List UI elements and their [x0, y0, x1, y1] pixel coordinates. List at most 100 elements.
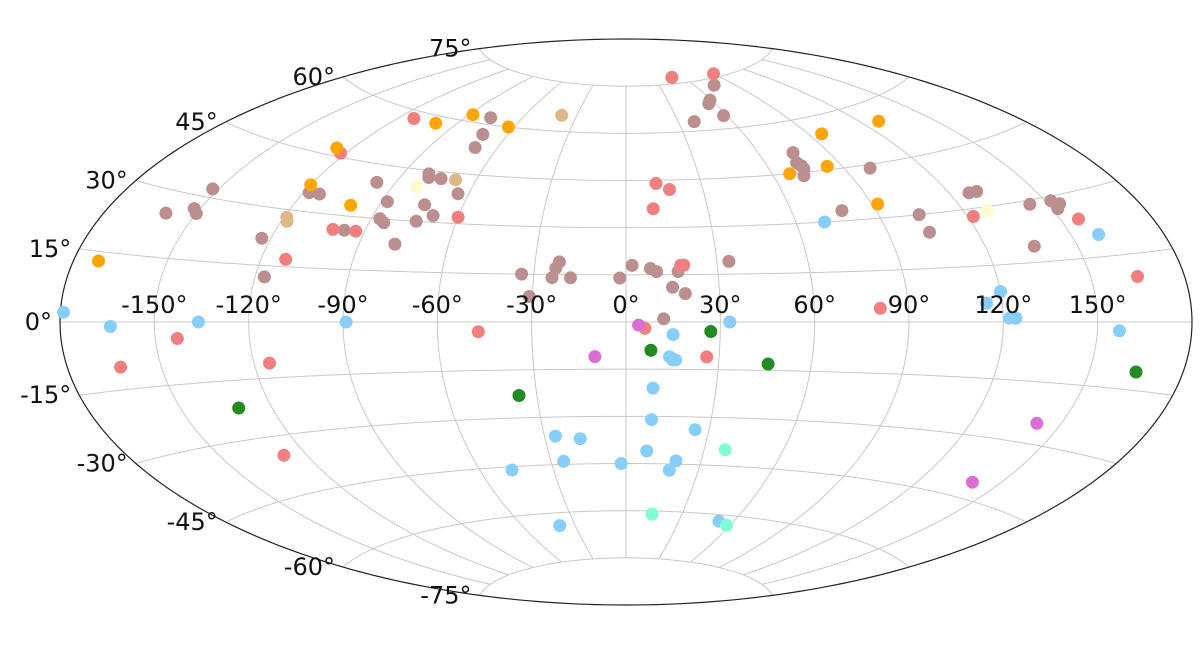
data-point-light-sky-blue — [191, 315, 205, 329]
longitude-tick-label: 150° — [1069, 291, 1127, 319]
data-point-rosy-brown — [159, 206, 173, 220]
longitude-gridline — [718, 76, 910, 568]
longitude-tick-label: -90° — [317, 291, 368, 319]
data-point-orange — [304, 178, 318, 192]
data-point-light-sky-blue — [614, 457, 628, 470]
data-point-orange — [815, 127, 829, 141]
data-point-forest-green — [761, 357, 775, 371]
data-point-burlywood — [555, 108, 569, 122]
data-point-light-coral — [277, 448, 291, 462]
longitude-tick-label: 60° — [793, 291, 836, 319]
map-boundary-ellipse — [59, 38, 1193, 606]
data-point-light-sky-blue — [553, 519, 567, 533]
data-point-orange — [466, 108, 480, 122]
data-point-light-coral — [663, 183, 676, 196]
latitude-gridline — [479, 557, 773, 596]
data-point-light-sky-blue — [662, 463, 676, 477]
data-point-rosy-brown — [625, 258, 639, 272]
data-point-rosy-brown — [722, 254, 736, 268]
longitude-gridline — [658, 84, 721, 560]
data-point-rosy-brown — [666, 280, 680, 294]
data-point-rosy-brown — [388, 237, 402, 251]
data-point-rosy-brown — [409, 214, 423, 228]
data-point-rosy-brown — [687, 115, 701, 129]
data-point-light-coral — [873, 301, 887, 315]
data-point-light-sky-blue — [646, 381, 660, 395]
scatter-points — [57, 67, 1144, 533]
latitude-tick-label: 75° — [429, 35, 472, 63]
data-point-light-sky-blue — [103, 320, 117, 333]
data-point-rosy-brown — [707, 78, 721, 92]
data-point-rosy-brown — [380, 195, 394, 209]
data-point-rosy-brown — [255, 231, 269, 245]
longitude-tick-label: -30° — [506, 291, 557, 319]
data-point-aquamarine — [645, 507, 659, 521]
data-point-rosy-brown — [863, 161, 877, 175]
data-point-rosy-brown — [312, 187, 326, 201]
data-point-light-coral — [349, 224, 363, 238]
data-point-rosy-brown — [545, 271, 559, 285]
data-point-rosy-brown — [912, 208, 926, 222]
data-point-rosy-brown — [717, 109, 731, 123]
data-point-light-sky-blue — [669, 454, 683, 468]
data-point-light-sky-blue — [557, 454, 571, 468]
data-point-orange — [872, 114, 886, 128]
data-point-rosy-brown — [650, 265, 664, 279]
data-point-light-coral — [707, 67, 720, 81]
longitude-gridline — [436, 81, 562, 563]
latitude-tick-label: 60° — [292, 63, 335, 91]
data-point-rosy-brown — [418, 198, 432, 212]
data-point-orange — [330, 141, 344, 155]
longitude-tick-label: 30° — [699, 291, 742, 319]
data-point-light-sky-blue — [1092, 228, 1106, 241]
data-point-rosy-brown — [189, 207, 203, 220]
data-point-orange — [344, 198, 358, 212]
data-point-light-coral — [263, 356, 276, 370]
data-point-light-sky-blue — [57, 305, 70, 319]
data-point-rosy-brown — [678, 287, 692, 301]
data-point-rosy-brown — [970, 185, 984, 198]
data-point-rosy-brown — [1053, 197, 1067, 211]
data-point-light-sky-blue — [723, 315, 737, 329]
data-point-orchid — [588, 350, 602, 364]
data-point-orange — [92, 254, 105, 268]
data-point-light-sky-blue — [818, 215, 832, 229]
graticule-grid — [60, 48, 1192, 596]
latitude-tick-label: -60° — [284, 553, 335, 581]
longitude-tick-label: -150° — [121, 291, 187, 319]
data-point-light-coral — [1072, 212, 1085, 226]
data-point-light-sky-blue — [645, 413, 658, 427]
data-point-rosy-brown — [451, 187, 465, 201]
data-point-rosy-brown — [434, 172, 448, 186]
data-point-light-yellow — [410, 180, 424, 194]
data-point-orchid — [965, 475, 979, 489]
latitude-tick-label: 45° — [175, 108, 218, 136]
data-point-burlywood — [449, 173, 463, 187]
data-point-light-sky-blue — [505, 463, 519, 477]
data-point-aquamarine — [720, 518, 733, 532]
latitude-tick-label: -45° — [167, 508, 218, 536]
latitude-tick-label: 0° — [25, 308, 52, 336]
longitude-gridline — [153, 59, 491, 585]
data-point-light-sky-blue — [994, 285, 1007, 299]
longitude-tick-label: -60° — [412, 291, 463, 319]
longitude-tick-label: 0° — [612, 291, 639, 319]
data-point-rosy-brown — [257, 270, 271, 284]
data-point-light-coral — [451, 210, 465, 224]
data-point-forest-green — [1129, 365, 1143, 379]
data-point-forest-green — [644, 343, 658, 357]
data-point-rosy-brown — [923, 225, 936, 239]
data-point-orange — [820, 159, 834, 173]
data-point-light-coral — [966, 209, 980, 223]
data-point-light-coral — [471, 325, 485, 339]
data-point-orchid — [632, 318, 646, 332]
longitude-gridline — [690, 81, 816, 563]
longitude-tick-labels: -150° -120° -90° -60° -30° 0° 30° 60° 90° 120° 150… — [121, 291, 1127, 319]
data-point-light-yellow — [980, 204, 994, 218]
data-point-rosy-brown — [484, 111, 498, 125]
data-point-rosy-brown — [1023, 197, 1037, 211]
longitude-tick-label: -120° — [215, 291, 281, 319]
data-point-light-sky-blue — [688, 423, 702, 437]
data-point-rosy-brown — [422, 171, 436, 184]
